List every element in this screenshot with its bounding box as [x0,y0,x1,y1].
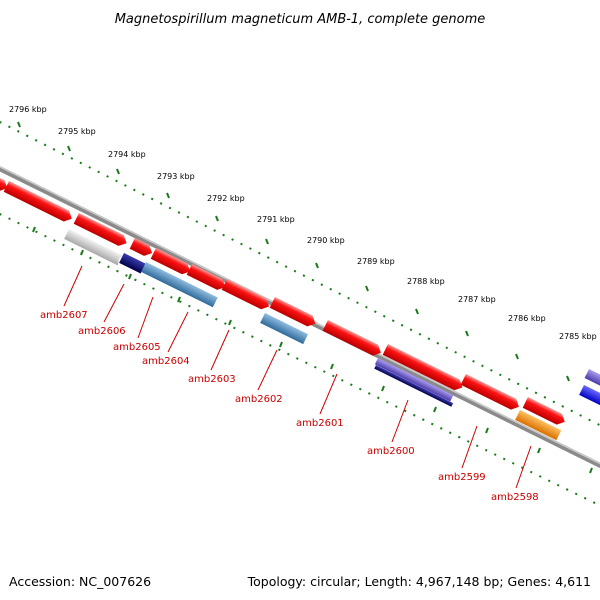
tick-label: 2788 kbp [407,277,445,286]
gene-feature [73,213,127,246]
gene-feature [382,344,463,391]
gene-label-amb2600: amb2600 [367,446,415,457]
gene-feature [3,181,72,222]
gene-label-amb2603: amb2603 [188,374,236,385]
tick-label: 2790 kbp [307,236,345,245]
tick-label: 2787 kbp [458,295,496,304]
tick-label: 2793 kbp [157,172,195,181]
gene-label-amb2607: amb2607 [40,310,88,321]
gene-labels: amb2607 amb2606 amb2605 amb2604 amb2603 … [40,310,539,503]
steelblue-feature [260,313,309,345]
slateblue-feature [584,369,600,387]
gene-feature [150,248,191,275]
steelblue-feature [141,262,218,308]
inner-major-ticks [32,226,593,474]
gene-feature [0,174,8,191]
tick-labels: 2796 kbp 2795 kbp 2794 kbp 2793 kbp 2792… [9,105,597,341]
slateblue-feature [374,358,454,402]
gene-label-amb2598: amb2598 [491,492,539,503]
blue-feature [579,385,600,407]
tick-label: 2795 kbp [58,127,96,136]
tick-label: 2791 kbp [257,215,295,224]
outer-dotted-ruler [0,121,600,426]
forward-strand-genes [0,174,565,425]
gene-label-amb2601: amb2601 [296,418,344,429]
gene-label-amb2602: amb2602 [235,394,283,405]
other-features [64,229,600,441]
gene-feature [522,397,565,425]
gene-label-amb2599: amb2599 [438,472,486,483]
orange-feature [515,410,562,441]
gene-label-amb2604: amb2604 [142,356,190,367]
tick-label: 2786 kbp [508,314,546,323]
gene-feature [221,279,270,310]
gene-feature [186,264,226,290]
tick-label: 2789 kbp [357,257,395,266]
tick-label: 2785 kbp [559,332,597,341]
inner-dotted-ruler [0,213,596,504]
gene-feature [322,320,381,356]
gene-feature [460,374,519,410]
topology-text: Topology: circular; Length: 4,967,148 bp… [247,574,591,589]
gene-label-amb2605: amb2605 [113,342,161,353]
tick-label: 2794 kbp [108,150,146,159]
map-title: Magnetospirillum magneticum AMB-1, compl… [115,12,486,27]
label-leader-lines [63,265,532,489]
tick-label: 2796 kbp [9,105,47,114]
gene-feature [269,297,316,327]
outer-major-ticks [17,121,570,382]
gene-label-amb2606: amb2606 [78,326,126,337]
gene-feature [129,238,153,256]
tick-label: 2792 kbp [207,194,245,203]
gray-feature [64,229,123,266]
navy-feature [374,365,454,407]
navy-feature [119,252,146,274]
accession-text: Accession: NC_007626 [9,574,152,589]
